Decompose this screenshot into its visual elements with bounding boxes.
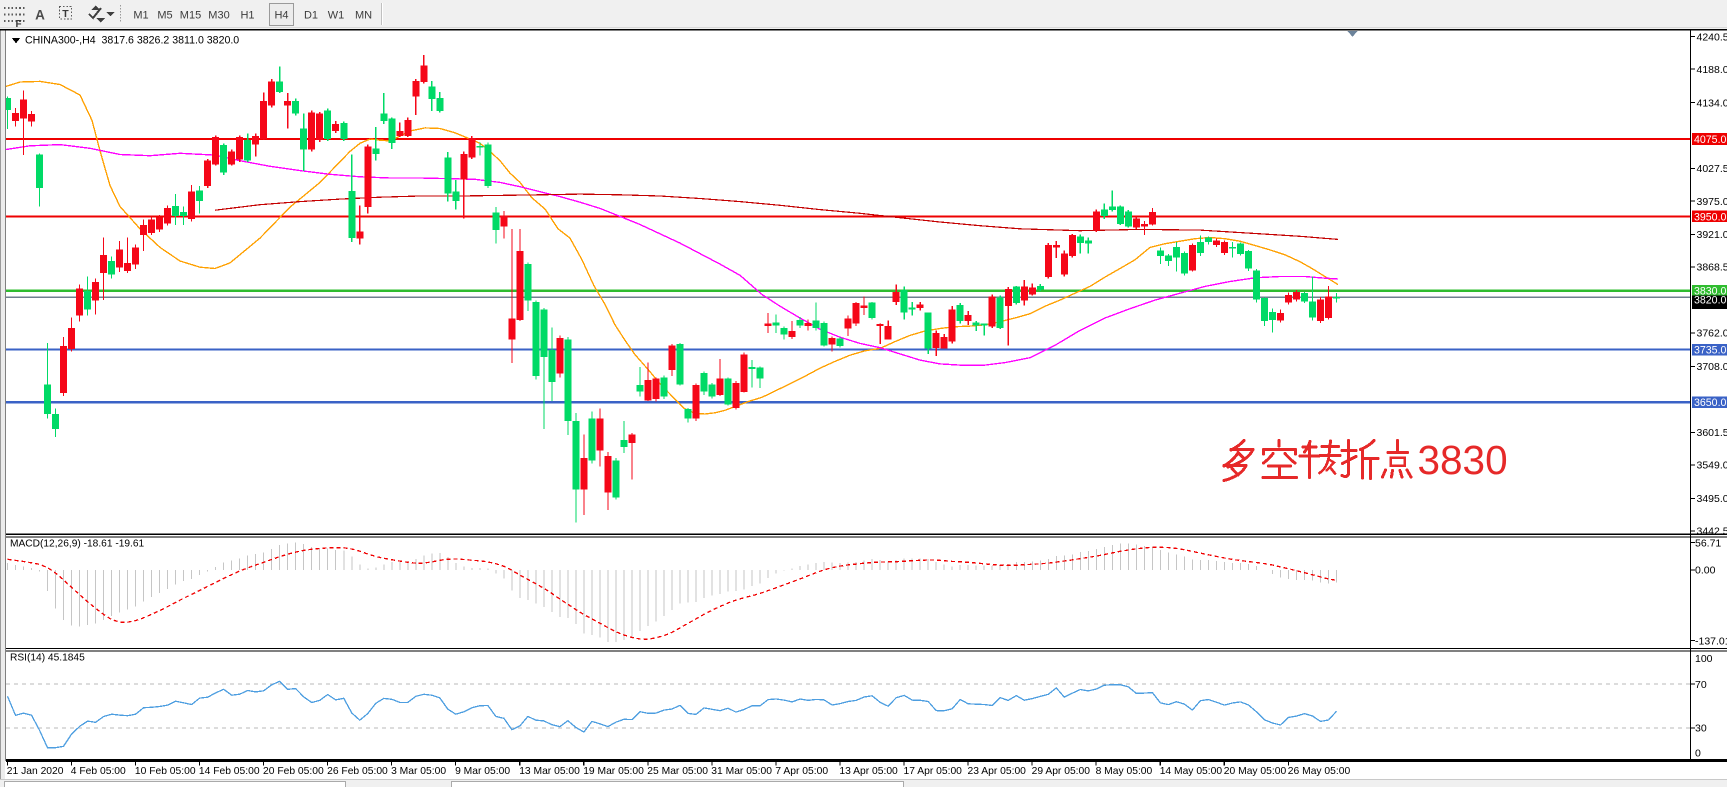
svg-text:RSI(14) 45.1845: RSI(14) 45.1845 [10, 653, 85, 664]
svg-text:31 Mar 05:00: 31 Mar 05:00 [711, 766, 772, 777]
svg-text:MN: MN [355, 10, 372, 22]
svg-text:3830.0: 3830.0 [1694, 286, 1727, 298]
svg-text:3921.0: 3921.0 [1697, 229, 1727, 241]
svg-text:4 Feb 05:00: 4 Feb 05:00 [71, 766, 126, 777]
svg-text:M5: M5 [157, 10, 172, 22]
svg-text:CHINA300-,H4 3817.6 3826.2 38: CHINA300-,H4 3817.6 3826.2 3811.0 3820.0 [25, 35, 239, 47]
svg-text:13 Mar 05:00: 13 Mar 05:00 [519, 766, 580, 777]
svg-text:4075.0: 4075.0 [1694, 134, 1727, 146]
svg-text:D1: D1 [304, 10, 318, 22]
svg-text:19 Mar 05:00: 19 Mar 05:00 [583, 766, 644, 777]
svg-text:10 Feb 05:00: 10 Feb 05:00 [135, 766, 196, 777]
svg-text:H1: H1 [240, 10, 254, 22]
svg-text:23 Apr 05:00: 23 Apr 05:00 [968, 766, 1027, 777]
svg-text:56.71: 56.71 [1695, 537, 1721, 549]
svg-text:3442.5: 3442.5 [1697, 526, 1727, 538]
svg-text:MACD(12,26,9) -18.61 -19.61: MACD(12,26,9) -18.61 -19.61 [10, 539, 145, 550]
svg-text:M30: M30 [208, 10, 229, 22]
svg-text:F: F [16, 19, 22, 30]
svg-text:3762.0: 3762.0 [1697, 328, 1727, 340]
svg-text:T: T [62, 8, 69, 20]
svg-text:8 May 05:00: 8 May 05:00 [1096, 766, 1153, 777]
svg-text:0.00: 0.00 [1695, 565, 1716, 577]
svg-text:H4: H4 [274, 10, 288, 22]
svg-text:7 Apr 05:00: 7 Apr 05:00 [775, 766, 828, 777]
svg-text:26 May 05:00: 26 May 05:00 [1288, 766, 1351, 777]
svg-text:100: 100 [1695, 653, 1713, 665]
svg-text:4134.0: 4134.0 [1697, 97, 1727, 109]
svg-text:W1: W1 [328, 10, 345, 22]
svg-text:3830: 3830 [1418, 437, 1508, 483]
svg-text:3735.0: 3735.0 [1694, 345, 1727, 357]
svg-text:M1: M1 [133, 10, 148, 22]
svg-text:4027.5: 4027.5 [1697, 163, 1727, 175]
svg-text:3549.0: 3549.0 [1697, 460, 1727, 472]
svg-text:3495.0: 3495.0 [1697, 493, 1727, 505]
svg-text:3 Mar 05:00: 3 Mar 05:00 [391, 766, 446, 777]
svg-text:0: 0 [1695, 747, 1701, 759]
svg-text:M15: M15 [180, 10, 201, 22]
svg-text:70: 70 [1695, 679, 1707, 691]
svg-text:3708.0: 3708.0 [1697, 361, 1727, 373]
svg-text:30: 30 [1695, 723, 1707, 735]
svg-text:4240.5: 4240.5 [1697, 31, 1727, 43]
svg-text:3950.0: 3950.0 [1694, 211, 1727, 223]
svg-text:17 Apr 05:00: 17 Apr 05:00 [904, 766, 963, 777]
svg-text:29 Apr 05:00: 29 Apr 05:00 [1032, 766, 1091, 777]
svg-text:20 Feb 05:00: 20 Feb 05:00 [263, 766, 324, 777]
svg-text:26 Feb 05:00: 26 Feb 05:00 [327, 766, 388, 777]
svg-text:9 Mar 05:00: 9 Mar 05:00 [455, 766, 510, 777]
svg-text:21 Jan 2020: 21 Jan 2020 [7, 766, 64, 777]
svg-text:14 May 05:00: 14 May 05:00 [1160, 766, 1223, 777]
svg-text:-137.01: -137.01 [1695, 635, 1727, 647]
svg-text:3868.5: 3868.5 [1697, 262, 1727, 274]
svg-text:3820.0: 3820.0 [1694, 294, 1727, 306]
svg-text:25 Mar 05:00: 25 Mar 05:00 [647, 766, 708, 777]
svg-text:A: A [35, 8, 45, 23]
svg-text:4188.0: 4188.0 [1697, 64, 1727, 76]
svg-text:3650.0: 3650.0 [1694, 397, 1727, 409]
svg-text:20 May 05:00: 20 May 05:00 [1224, 766, 1287, 777]
svg-text:3601.5: 3601.5 [1697, 427, 1727, 439]
svg-text:3975.0: 3975.0 [1697, 196, 1727, 208]
svg-text:13 Apr 05:00: 13 Apr 05:00 [839, 766, 898, 777]
svg-text:14 Feb 05:00: 14 Feb 05:00 [199, 766, 260, 777]
